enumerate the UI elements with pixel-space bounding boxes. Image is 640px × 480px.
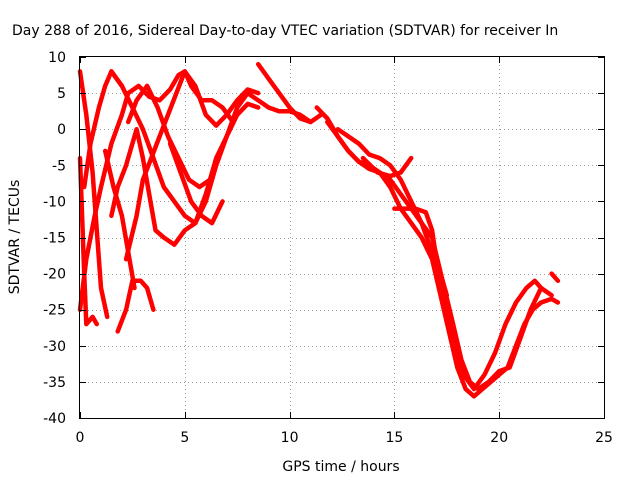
x-tick-label: 0 (76, 430, 85, 446)
plot-frame (79, 56, 605, 419)
y-tick-label: -30 (43, 339, 66, 355)
series-arc-18 (549, 271, 561, 284)
series-arc-17 (392, 206, 450, 298)
x-tick-label: 20 (490, 430, 508, 446)
y-axis-label: SDTVAR / TECUs (7, 180, 23, 295)
series-arc-1 (77, 69, 110, 320)
chart-title: Day 288 of 2016, Sidereal Day-to-day VTE… (12, 23, 558, 39)
x-tick-label: 10 (281, 430, 299, 446)
x-tick-label: 15 (385, 430, 403, 446)
series-arc-10 (167, 141, 225, 226)
x-tick-label: 5 (180, 430, 189, 446)
series-arc-16 (360, 155, 414, 179)
y-tick-label: -5 (52, 158, 66, 174)
y-tick-label: 0 (57, 122, 66, 138)
x-axis-label: GPS time / hours (282, 459, 399, 475)
tick-layer: 0 5 10 15 20 25 10 5 0 -5 -10 -15 -20 -25 -30 -35 -40 (43, 50, 613, 446)
data-layer (77, 61, 561, 399)
y-tick-label: -40 (43, 411, 66, 427)
y-tick-label: -25 (43, 303, 66, 319)
y-tick-label: -10 (43, 194, 66, 210)
series-arc-15 (335, 126, 544, 392)
series-arc-11 (125, 83, 221, 190)
x-tick-label: 25 (595, 430, 613, 446)
series-arc-14 (325, 119, 554, 392)
series-arc-8 (123, 69, 261, 262)
series-arc-7 (102, 148, 137, 291)
y-tick-label: 10 (48, 50, 66, 66)
series-arc-9 (109, 69, 261, 226)
series-arc-2 (77, 155, 100, 327)
y-tick-label: -15 (43, 231, 66, 247)
y-tick-label: -35 (43, 375, 66, 391)
series-arc-12 (255, 61, 324, 125)
y-tick-label: 5 (57, 86, 66, 102)
series-arc-6 (115, 278, 156, 334)
y-tick-label: -20 (43, 267, 66, 283)
